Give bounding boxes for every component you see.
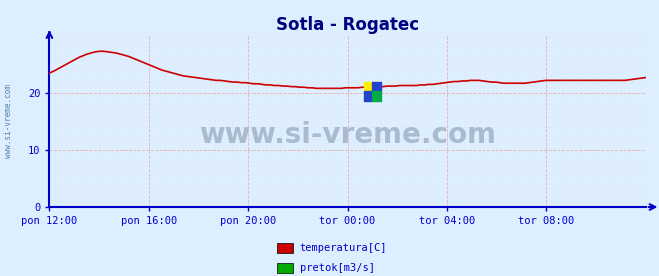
Text: www.si-vreme.com: www.si-vreme.com xyxy=(4,84,13,158)
Text: www.si-vreme.com: www.si-vreme.com xyxy=(199,121,496,149)
Bar xyxy=(364,92,372,102)
Bar xyxy=(372,92,381,102)
Bar xyxy=(364,81,372,92)
Title: Sotla - Rogatec: Sotla - Rogatec xyxy=(276,16,419,34)
Text: temperatura[C]: temperatura[C] xyxy=(300,243,387,253)
Text: pretok[m3/s]: pretok[m3/s] xyxy=(300,263,375,273)
Bar xyxy=(372,81,381,92)
